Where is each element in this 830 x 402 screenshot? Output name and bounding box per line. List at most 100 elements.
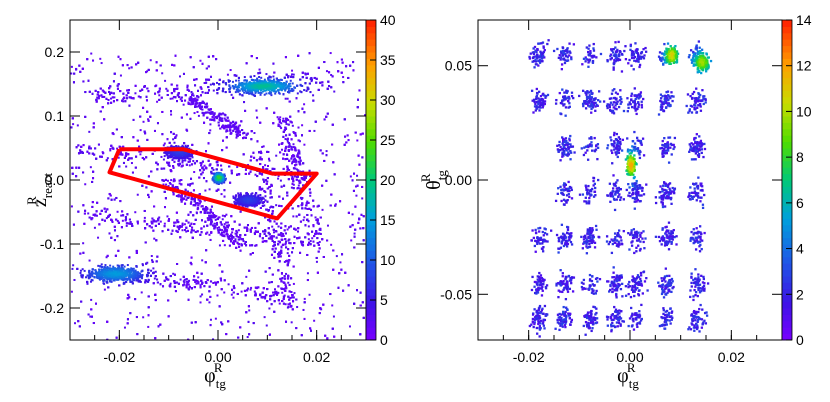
heatmap-cell <box>153 277 156 280</box>
heatmap-cell <box>94 269 97 272</box>
heatmap-cell <box>302 308 305 311</box>
heatmap-cell <box>205 102 208 105</box>
heatmap-cell <box>122 97 125 100</box>
heatmap-cell <box>186 86 189 89</box>
heatmap-cell <box>149 59 152 62</box>
heatmap-cell <box>173 179 176 182</box>
heatmap-cell <box>244 241 247 244</box>
heatmap-cell <box>286 194 289 197</box>
heatmap-cell <box>332 315 335 318</box>
heatmap-cell <box>246 287 249 290</box>
heatmap-cell <box>285 272 288 275</box>
heatmap-cell <box>285 119 288 122</box>
heatmap-cell <box>282 153 285 156</box>
heatmap-cell <box>290 186 293 189</box>
heatmap-cell <box>334 204 337 207</box>
heatmap-cell <box>220 193 223 196</box>
heatmap-cell <box>307 225 310 228</box>
heatmap-cell <box>188 164 191 167</box>
heatmap-cell <box>176 187 179 190</box>
heatmap-cell <box>103 288 106 291</box>
heatmap-cell <box>266 165 269 168</box>
heatmap-cell <box>258 172 261 175</box>
heatmap-cell <box>150 255 153 258</box>
heatmap-cell <box>71 267 74 270</box>
heatmap-cell <box>275 204 278 207</box>
heatmap-cell <box>284 242 287 245</box>
heatmap-cell <box>355 194 358 197</box>
heatmap-cell <box>212 55 215 58</box>
heatmap-cell <box>221 218 224 221</box>
heatmap-cell <box>171 159 174 162</box>
heatmap-cell <box>315 219 318 222</box>
heatmap-cell <box>223 223 226 226</box>
heatmap-cell <box>151 259 154 262</box>
heatmap-cell <box>265 294 268 297</box>
heatmap-cell <box>199 301 202 304</box>
heatmap-cell <box>147 196 150 199</box>
heatmap-cell <box>163 206 166 209</box>
heatmap-cell <box>166 215 169 218</box>
heatmap-cell <box>190 97 193 100</box>
heatmap-cell <box>175 194 178 197</box>
heatmap-cell <box>178 228 181 231</box>
heatmap-cell <box>246 336 249 339</box>
heatmap-cell <box>225 130 228 133</box>
heatmap-cell <box>269 236 272 239</box>
heatmap-cell <box>166 138 169 141</box>
heatmap-cell <box>269 196 272 199</box>
heatmap-cell <box>356 174 359 177</box>
heatmap-cell <box>192 198 195 201</box>
heatmap-cell <box>152 267 155 270</box>
heatmap-cell <box>223 279 226 282</box>
heatmap-cell <box>197 114 200 117</box>
heatmap-cell <box>234 196 237 199</box>
heatmap-cell <box>81 268 84 271</box>
heatmap-cell <box>273 220 276 223</box>
heatmap-cell <box>83 222 86 225</box>
heatmap-cell <box>295 97 298 100</box>
heatmap-cell <box>292 143 295 146</box>
heatmap-cell <box>290 277 293 280</box>
heatmap-cell <box>223 244 226 247</box>
heatmap-cell <box>232 296 235 299</box>
heatmap-cell <box>226 235 229 238</box>
heatmap-cell <box>313 129 316 132</box>
heatmap-cell <box>291 73 294 76</box>
heatmap-cell <box>292 73 295 76</box>
heatmap-cell <box>198 176 201 179</box>
heatmap-cell <box>161 72 164 75</box>
heatmap-cell <box>275 290 278 293</box>
heatmap-cell <box>109 97 112 100</box>
heatmap-cell <box>147 325 150 328</box>
heatmap-cell <box>267 150 270 153</box>
heatmap-cell <box>239 249 242 252</box>
heatmap-cell <box>287 178 290 181</box>
heatmap-cell <box>268 159 271 162</box>
heatmap-cell <box>194 202 197 205</box>
heatmap-cell <box>139 280 142 283</box>
heatmap-cell <box>214 225 217 228</box>
heatmap-cell <box>162 158 165 161</box>
heatmap-cell <box>326 224 329 227</box>
heatmap-cell <box>195 282 198 285</box>
heatmap-cell <box>227 283 230 286</box>
heatmap-cell <box>163 167 166 170</box>
heatmap-cell <box>289 145 292 148</box>
heatmap-cell <box>242 239 245 242</box>
heatmap-cell <box>129 312 132 315</box>
heatmap-cell <box>169 97 172 100</box>
heatmap-cell <box>221 229 224 232</box>
heatmap-cell <box>192 94 195 97</box>
heatmap-cell <box>301 124 304 127</box>
heatmap-cell <box>259 206 262 209</box>
heatmap-cell <box>278 204 281 207</box>
heatmap-cell <box>210 220 213 223</box>
heatmap-cell <box>233 127 236 130</box>
heatmap-cell <box>201 293 204 296</box>
heatmap-cell <box>130 96 133 99</box>
heatmap-cell <box>339 200 342 203</box>
heatmap-cell <box>300 198 303 201</box>
heatmap-cell <box>188 184 191 187</box>
heatmap-cell <box>72 123 75 126</box>
